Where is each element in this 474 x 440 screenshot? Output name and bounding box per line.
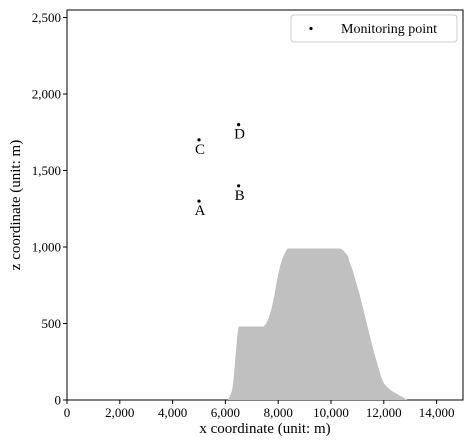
monitoring-point-label: D bbox=[234, 127, 245, 143]
y-tick-label: 500 bbox=[42, 316, 62, 331]
x-tick-label: 12,000 bbox=[366, 405, 402, 420]
monitoring-point-label: B bbox=[235, 188, 245, 204]
x-axis-title: x coordinate (unit: m) bbox=[199, 421, 330, 437]
x-tick-label: 2,000 bbox=[105, 405, 134, 420]
legend: Monitoring point bbox=[290, 14, 458, 43]
x-tick-label: 10,000 bbox=[313, 405, 349, 420]
x-tick-label: 4,000 bbox=[158, 405, 187, 420]
monitoring-points: A B C D bbox=[195, 123, 245, 219]
y-tick-label: 0 bbox=[55, 393, 62, 408]
monitoring-point-a bbox=[197, 199, 201, 203]
y-axis-ticks: 0 500 1,000 1,500 2,000 2,500 bbox=[32, 10, 67, 408]
x-axis-ticks: 0 2,000 4,000 6,000 8,000 10,000 12,000 14,000 bbox=[64, 400, 455, 420]
x-tick-label: 8,000 bbox=[264, 405, 293, 420]
x-tick-label: 14,000 bbox=[419, 405, 455, 420]
x-tick-label: 6,000 bbox=[211, 405, 240, 420]
y-tick-label: 1,000 bbox=[32, 240, 61, 255]
monitoring-point-d bbox=[237, 123, 241, 127]
y-tick-label: 2,500 bbox=[32, 10, 61, 25]
monitoring-point-label: C bbox=[195, 142, 205, 158]
monitoring-point-c bbox=[197, 138, 201, 142]
x-tick-label: 0 bbox=[64, 405, 71, 420]
monitoring-point-label: A bbox=[195, 203, 206, 219]
terrain-area bbox=[228, 248, 408, 400]
legend-box bbox=[290, 14, 458, 43]
y-axis-title: z coordinate (unit: m) bbox=[8, 140, 24, 270]
legend-marker bbox=[309, 26, 313, 31]
y-tick-label: 1,500 bbox=[32, 163, 61, 178]
y-tick-label: 2,000 bbox=[32, 87, 61, 102]
legend-entry-label: Monitoring point bbox=[341, 22, 437, 37]
monitoring-point-b bbox=[237, 184, 241, 188]
